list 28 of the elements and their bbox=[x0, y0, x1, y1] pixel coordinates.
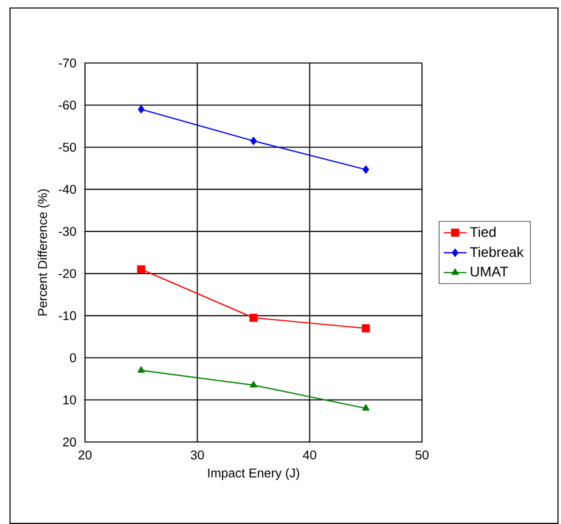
point bbox=[362, 324, 370, 332]
point bbox=[250, 136, 257, 145]
point bbox=[137, 265, 146, 274]
x-tick-label: 40 bbox=[302, 450, 316, 460]
y-tick-label: 20 bbox=[63, 438, 76, 446]
y-axis-title: Percent Difference (%) bbox=[38, 189, 50, 316]
y-tick-label: -50 bbox=[58, 142, 76, 152]
y-tick-label: -30 bbox=[58, 226, 76, 236]
point bbox=[362, 404, 370, 411]
x-tick-label: 20 bbox=[78, 450, 92, 460]
point bbox=[138, 105, 144, 114]
x-tick-label: 50 bbox=[415, 450, 429, 460]
point bbox=[138, 366, 145, 373]
legend-label: UMAT bbox=[470, 266, 508, 277]
y-tick-label: -60 bbox=[58, 100, 76, 110]
legend-label: Tiebreak bbox=[470, 246, 524, 258]
point bbox=[250, 381, 258, 388]
x-axis-title: Impact Enery (J) bbox=[208, 468, 300, 480]
y-tick-label: 0 bbox=[70, 353, 76, 362]
legend-label: Tied bbox=[470, 226, 496, 237]
point bbox=[362, 165, 370, 174]
y-tick-label: 10 bbox=[63, 395, 76, 404]
y-tick-label: -70 bbox=[58, 58, 76, 68]
y-tick-label: -40 bbox=[58, 184, 76, 194]
y-tick-label: -10 bbox=[58, 311, 76, 320]
y-tick-label: -20 bbox=[58, 269, 76, 278]
point bbox=[249, 314, 258, 322]
x-tick-label: 30 bbox=[190, 450, 204, 460]
